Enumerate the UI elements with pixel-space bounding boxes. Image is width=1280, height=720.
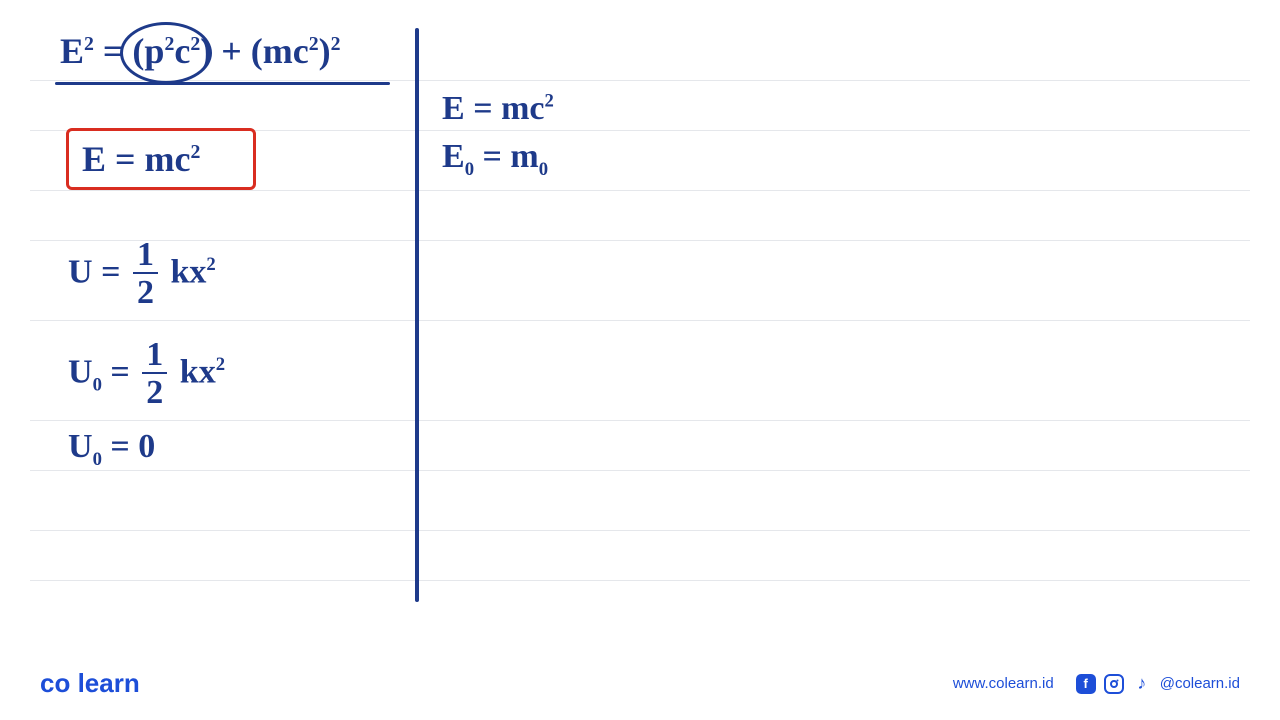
brand-logo: co learn (40, 668, 140, 699)
footer: co learn www.colearn.id f ♪ @colearn.id (0, 668, 1280, 699)
ruled-line (30, 190, 1250, 191)
equation-spring-energy: U = 12 kx2 (68, 238, 216, 311)
footer-right: www.colearn.id f ♪ @colearn.id (953, 674, 1240, 694)
logo-learn: learn (78, 668, 140, 698)
ruled-line (30, 530, 1250, 531)
eq1-lhs: E (60, 31, 84, 71)
footer-url[interactable]: www.colearn.id (953, 675, 1054, 692)
equation-spring-energy-initial: U0 = 12 kx2 (68, 338, 225, 411)
tiktok-icon[interactable]: ♪ (1132, 674, 1152, 694)
equation-emc2-boxed: E = mc2 (82, 138, 200, 180)
eq1-underline (55, 82, 390, 85)
ruled-line (30, 470, 1250, 471)
facebook-icon[interactable]: f (1076, 674, 1096, 694)
eq1-circle-annotation (120, 22, 212, 84)
vertical-divider (415, 28, 419, 602)
ruled-line (30, 420, 1250, 421)
logo-co: co (40, 668, 70, 698)
instagram-icon[interactable] (1104, 674, 1124, 694)
equation-rest-mass: E0 = m0 (442, 138, 548, 181)
social-group: f ♪ @colearn.id (1076, 674, 1240, 694)
ruled-line (30, 580, 1250, 581)
logo-dot (70, 668, 77, 698)
footer-handle[interactable]: @colearn.id (1160, 675, 1240, 692)
ruled-line (30, 320, 1250, 321)
ruled-line (30, 80, 1250, 81)
equation-u0-zero: U0 = 0 (68, 428, 155, 471)
equation-emc2-right: E = mc2 (442, 90, 554, 128)
